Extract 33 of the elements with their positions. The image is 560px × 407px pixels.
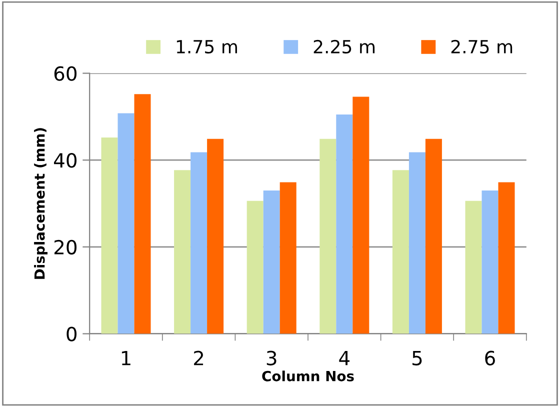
- legend-label: 2.75 m: [451, 40, 512, 54]
- x-axis-title: Column Nos: [262, 370, 354, 382]
- bar: [190, 152, 208, 334]
- x-tick-label: 4: [339, 351, 350, 366]
- y-tick-label: 40: [54, 153, 77, 168]
- bar: [280, 182, 296, 334]
- x-tick-label: 2: [194, 350, 204, 366]
- bar: [352, 96, 370, 334]
- bar: [118, 113, 134, 334]
- bar: [425, 138, 442, 334]
- bar: [465, 200, 482, 334]
- bar: [263, 190, 280, 334]
- x-tick-label: 3: [266, 350, 276, 366]
- y-axis-title: Displacement (mm): [34, 128, 48, 279]
- bar: [207, 138, 224, 334]
- bar: [246, 200, 264, 334]
- bar: [482, 190, 498, 334]
- legend-label: 2.25 m: [314, 40, 375, 54]
- y-tick-label: 20: [54, 240, 77, 255]
- bar: [174, 170, 191, 334]
- x-tick-label: 1: [122, 351, 130, 366]
- y-tick-label: 0: [66, 326, 77, 342]
- y-tick-label: 60: [54, 66, 77, 81]
- bar: [134, 94, 151, 334]
- bar: [320, 138, 336, 334]
- x-tick-label: 6: [485, 350, 495, 366]
- bar: [101, 138, 118, 334]
- legend-label: 1.75 m: [176, 40, 237, 54]
- bar: [498, 182, 515, 334]
- bar: [336, 114, 353, 334]
- bar: [392, 170, 409, 334]
- x-tick-label: 5: [412, 351, 422, 366]
- bar: [408, 152, 426, 334]
